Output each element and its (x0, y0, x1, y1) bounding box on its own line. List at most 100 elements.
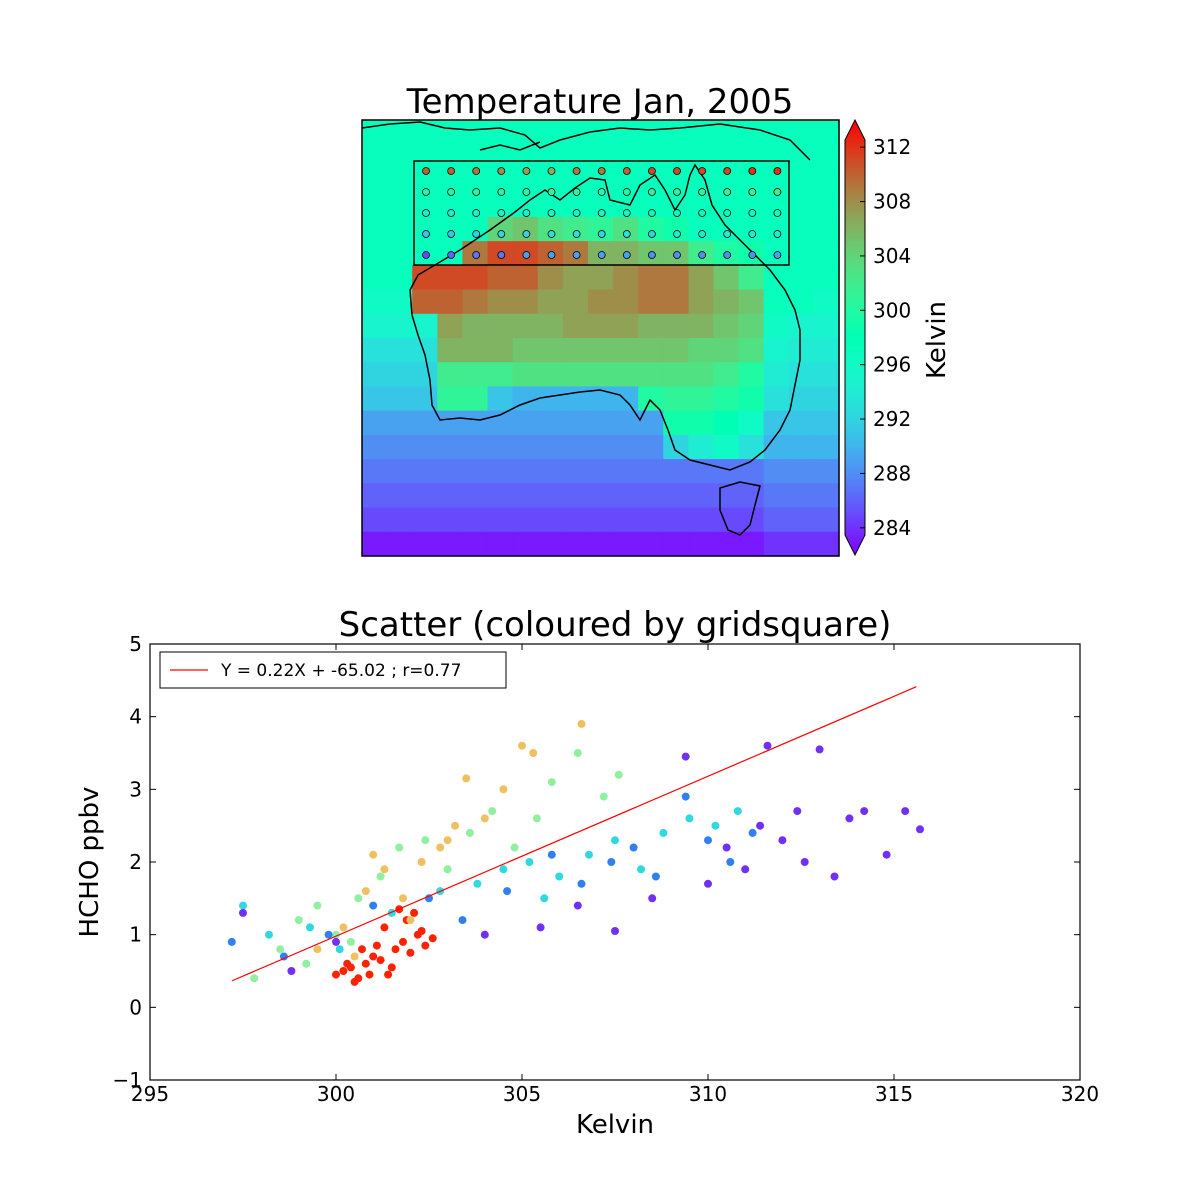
grid-cell (638, 338, 664, 363)
scatter-point (614, 770, 623, 779)
subset-point (422, 167, 430, 175)
scatter-point (365, 970, 374, 979)
grid-cell (763, 410, 790, 436)
subset-point (522, 251, 531, 259)
subset-point (698, 209, 706, 217)
grid-cell (713, 483, 740, 509)
grid-cell (437, 289, 464, 315)
scatter-point (547, 778, 556, 787)
scatter-point (376, 872, 385, 881)
grid-cell (537, 216, 564, 242)
subset-point (698, 167, 706, 175)
scatter-point (756, 821, 765, 830)
grid-cell (487, 483, 514, 509)
grid-cell (462, 434, 489, 460)
scatter-point (384, 970, 393, 979)
grid-cell (788, 313, 815, 339)
colorbar-label: Kelvin (922, 301, 952, 379)
grid-cell (562, 386, 589, 412)
grid-cell (462, 507, 489, 533)
subset-point (723, 251, 732, 259)
subset-point (622, 251, 631, 259)
grid-cell (788, 216, 815, 242)
grid-cell (813, 338, 840, 363)
scatter-point (499, 865, 508, 874)
subset-point (547, 167, 556, 175)
scatter-point (573, 749, 582, 757)
grid-cell (613, 120, 639, 145)
grid-cell (562, 144, 589, 170)
scatter-point (358, 945, 366, 954)
grid-cell (362, 144, 388, 170)
x-tick-label: 315 (875, 1082, 913, 1106)
grid-cell (562, 459, 589, 484)
subset-point (622, 230, 631, 238)
scatter-point (335, 945, 344, 954)
scatter-point (800, 858, 809, 866)
grid-cell (688, 507, 715, 533)
grid-cell (738, 362, 765, 388)
grid-cell (387, 313, 413, 339)
subset-point (723, 209, 732, 217)
grid-cell (813, 216, 840, 242)
grid-cell (487, 144, 514, 170)
colorbar-tick-label: 284 (873, 516, 911, 540)
scatter-point (555, 872, 564, 881)
grid-cell (387, 459, 413, 484)
subset-point (648, 209, 656, 217)
grid-cell (713, 434, 740, 460)
scatter-point (410, 908, 419, 917)
subset-point (748, 251, 757, 259)
grid-cell (788, 362, 815, 388)
grid-cell (437, 531, 464, 557)
x-tick-label: 295 (131, 1082, 169, 1106)
grid-cell (613, 313, 639, 339)
scatter-point (425, 894, 433, 903)
grid-cell (688, 144, 715, 170)
subset-point (748, 230, 757, 238)
scatter-point (499, 785, 508, 794)
scatter-point (510, 843, 519, 852)
subset-point (547, 251, 556, 259)
subset-point (547, 230, 556, 238)
grid-cell (587, 434, 614, 460)
grid-cell (663, 459, 689, 484)
subset-point (472, 230, 481, 238)
grid-cell (813, 265, 840, 291)
grid-cell (788, 241, 815, 266)
scatter-point (287, 967, 296, 975)
grid-cell (562, 483, 589, 509)
grid-cell (587, 338, 614, 363)
grid-cell (462, 120, 489, 145)
grid-cell (512, 216, 539, 242)
grid-cell (562, 289, 589, 315)
grid-cell (763, 362, 790, 388)
grid-cell (813, 507, 840, 533)
map-title: Temperature Jan, 2005 (406, 82, 794, 122)
grid-cell (663, 289, 689, 315)
colorbar-tick-label: 300 (873, 298, 911, 322)
legend-box (159, 651, 507, 689)
scatter-title: Scatter (coloured by gridsquare) (339, 605, 892, 645)
grid-cell (738, 265, 765, 291)
y-tick-label: 0 (129, 995, 142, 1019)
grid-cell (663, 410, 689, 436)
grid-cell (788, 459, 815, 484)
grid-cell (788, 192, 815, 218)
grid-cell (412, 362, 438, 388)
subset-point (622, 167, 631, 175)
grid-cell (587, 265, 614, 291)
legend-label: Y = 0.22X + -65.02 ; r=0.77 (220, 661, 461, 681)
scatter-point (294, 916, 303, 925)
grid-cell (587, 531, 614, 557)
scatter-point (607, 858, 616, 866)
colorbar-tick-label: 296 (873, 353, 911, 377)
subset-point (597, 230, 606, 238)
scatter-point (659, 828, 668, 837)
scatter-point (540, 894, 549, 903)
grid-cell (663, 120, 689, 145)
grid-cell (512, 459, 539, 484)
subset-point (472, 251, 481, 259)
scatter-point (916, 825, 924, 834)
